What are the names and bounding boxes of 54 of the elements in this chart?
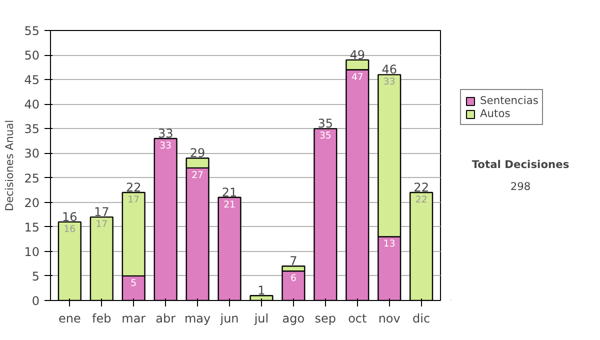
legend-label: Autos [480, 107, 510, 120]
y-tick-label: 30 [24, 146, 40, 161]
y-tick-label: 20 [24, 196, 40, 210]
total-label: 21 [222, 185, 238, 200]
y-axis-title: Decisiones Anual [3, 120, 16, 212]
x-tick-label: nov [378, 312, 400, 326]
x-tick-label: mar [122, 312, 146, 326]
data-label: 21 [224, 199, 236, 210]
data-label: 33 [160, 140, 172, 152]
y-tick-label: 55 [24, 24, 40, 38]
y-tick-label: 10 [24, 244, 40, 259]
data-label: 6 [290, 273, 296, 284]
text: 298 [510, 180, 531, 193]
x-tick-label: may [184, 312, 211, 326]
total-label: 49 [350, 48, 366, 62]
data-label: 17 [128, 194, 140, 206]
x-tick-label: oct [348, 312, 367, 326]
total-label: 29 [190, 146, 206, 160]
data-label: 17 [96, 219, 108, 230]
x-tick-label: dic [412, 312, 430, 326]
y-tick-label: 40 [24, 98, 40, 112]
legend-label: Sentencias [480, 94, 538, 107]
x-tick-label: feb [92, 312, 112, 326]
total-label: 22 [126, 180, 142, 194]
total-label: 33 [158, 126, 174, 140]
total-label: 46 [382, 62, 397, 77]
data-label: 27 [192, 170, 204, 181]
total-label: 17 [94, 205, 110, 220]
x-tick-label: ene [58, 312, 81, 326]
x-tick-label: jul [253, 312, 269, 326]
total-label: 22 [414, 180, 429, 194]
y-tick-label: 50 [24, 48, 40, 63]
y-tick-label: 0 [32, 294, 40, 308]
y-tick-label: 25 [24, 171, 40, 186]
total-label: 16 [62, 210, 78, 224]
x-tick-label: sep [314, 312, 336, 326]
y-tick-label: 45 [24, 73, 40, 88]
data-label: 33 [383, 76, 396, 88]
data-label: 5 [130, 278, 137, 289]
data-label: 35 [319, 130, 332, 142]
data-label: 16 [64, 224, 76, 235]
text: Total Decisiones [472, 158, 570, 171]
x-tick-label: abr [156, 312, 176, 326]
y-tick-label: 15 [24, 220, 40, 234]
y-tick-label: 5 [32, 269, 40, 284]
total-label: 35 [318, 116, 334, 131]
y-tick-label: 35 [24, 122, 40, 136]
data-label: 47 [351, 72, 364, 83]
data-label: 13 [383, 238, 396, 250]
data-label: 22 [415, 194, 428, 206]
x-tick-label: ago [282, 312, 305, 326]
x-tick-label: jun [219, 312, 239, 326]
total-label: 1 [258, 284, 266, 298]
total-label: 7 [290, 254, 298, 268]
